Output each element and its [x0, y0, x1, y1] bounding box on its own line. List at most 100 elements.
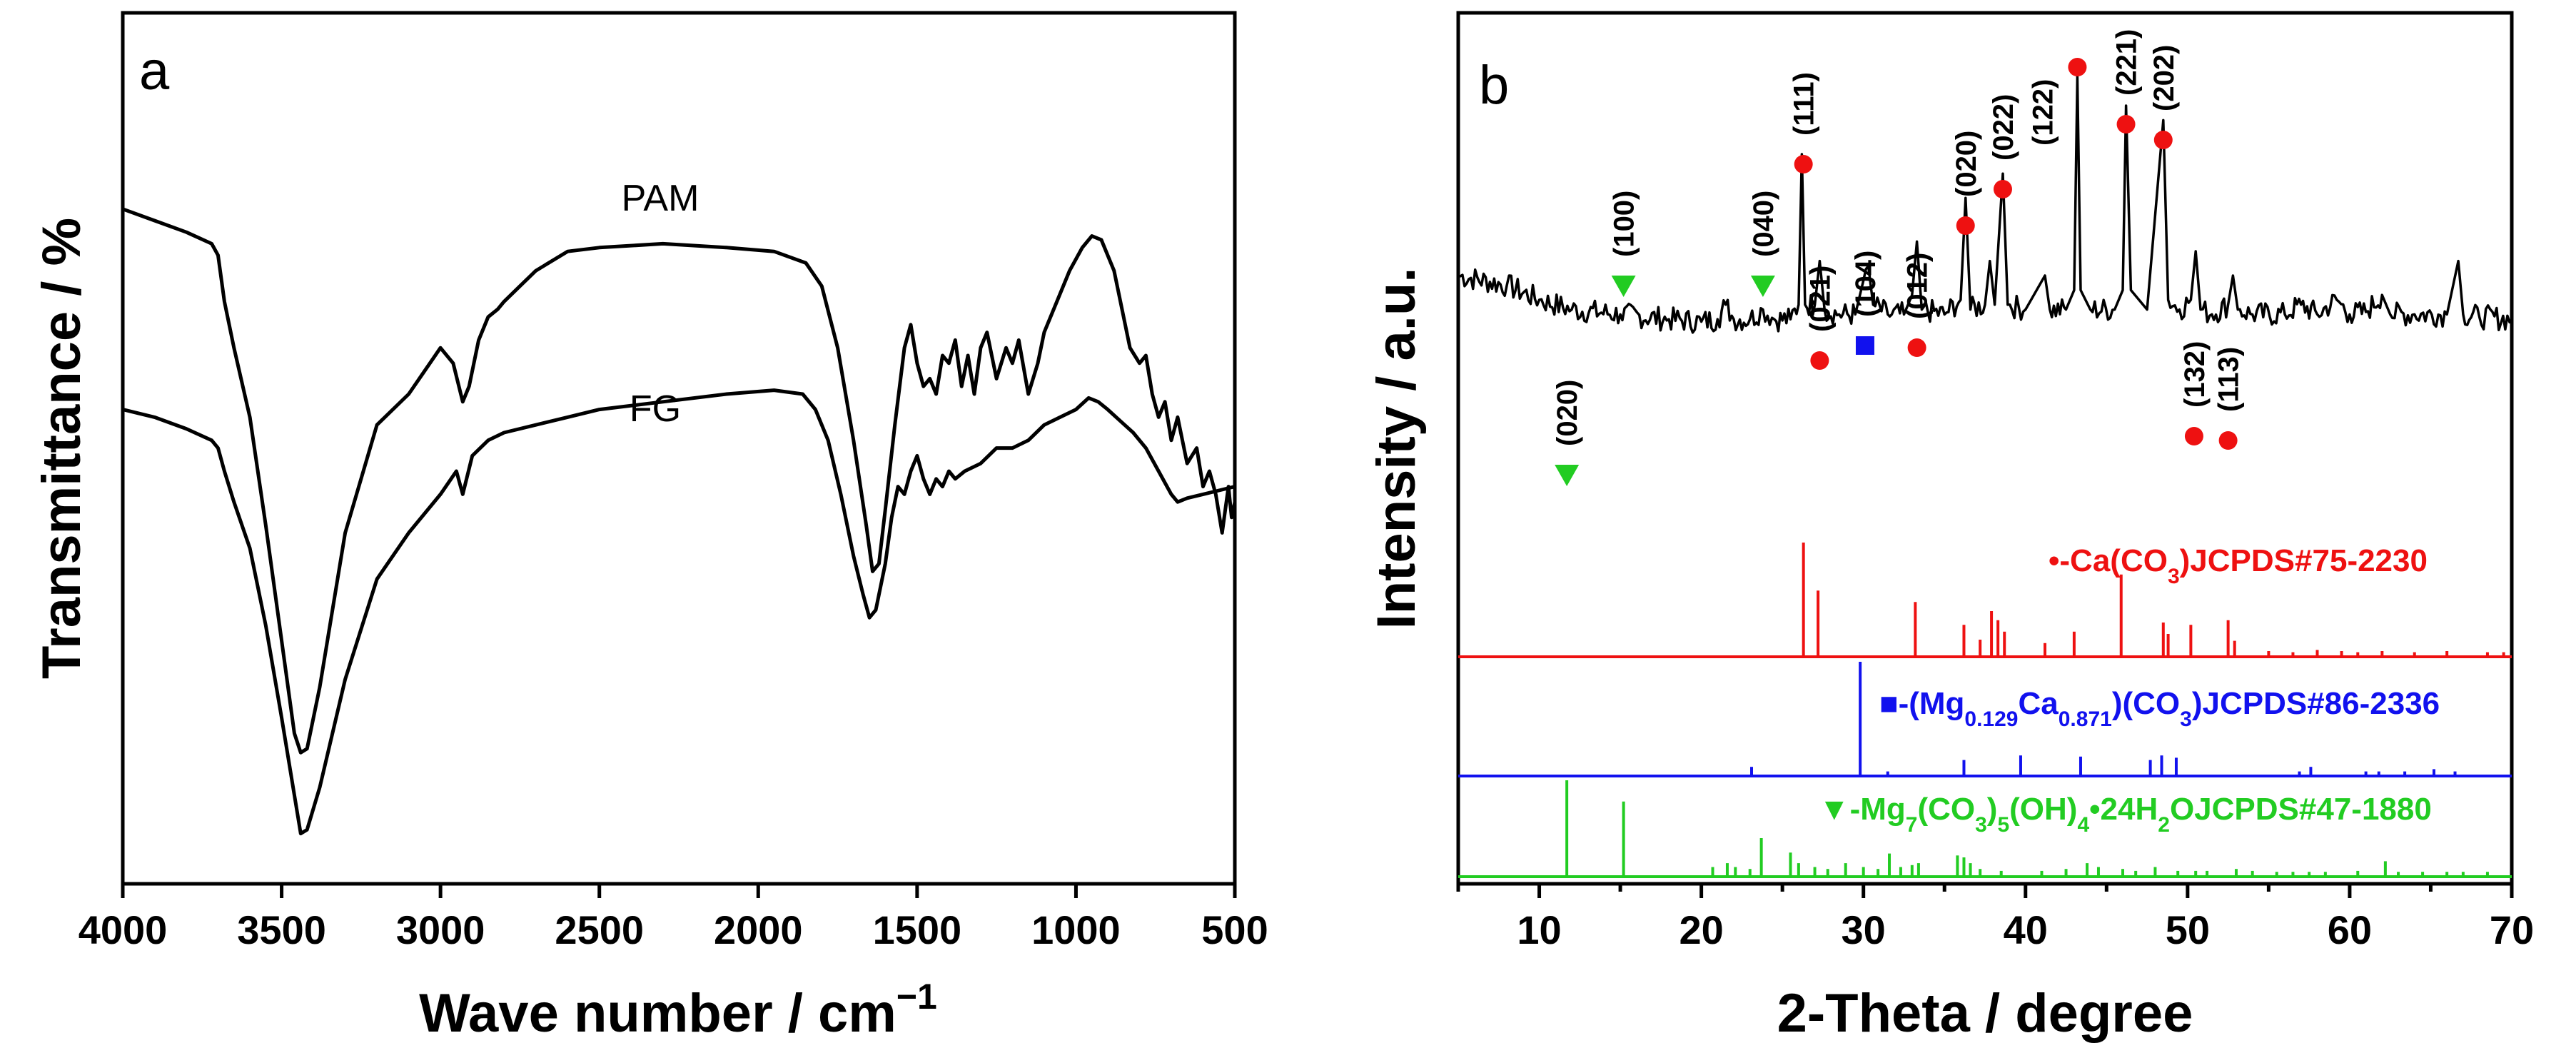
- reference-legend-text: (CO: [1917, 792, 1975, 827]
- panel-a-x-tick-label: 2000: [714, 907, 803, 952]
- panel-a-x-axis-title-sup: −1: [896, 977, 937, 1017]
- peak-annotation: (020): [1951, 131, 1982, 235]
- peak-marker-circle: [2184, 427, 2203, 445]
- reference-legend-text: OJCPDS#47-1880: [2170, 792, 2432, 827]
- peak-hkl-label: (104): [1850, 251, 1882, 317]
- peak-annotation: (012): [1902, 253, 1934, 357]
- peak-annotation: (111): [1789, 72, 1820, 173]
- reference-legend-text: 0.129: [1964, 707, 2018, 731]
- curve-label-fg: FG: [630, 388, 681, 430]
- reference-legend-text: 3: [1975, 813, 1987, 837]
- reference-legend-text: -(Mg: [1899, 686, 1965, 721]
- panel-a-x-axis-title-main: Wave number / cm: [419, 983, 896, 1044]
- peak-hkl-label: (020): [1552, 380, 1583, 446]
- reference-legend-3: ▼-Mg7(CO3)5(OH)4•24H2OJCPDS#47-1880: [1819, 792, 2432, 837]
- panel-a-x-tick-label: 3000: [396, 907, 485, 952]
- reference-legend-text: 3: [2168, 565, 2180, 588]
- panel-a-x-tick-label: 500: [1201, 907, 1268, 952]
- reference-legend-text: )JCPDS#86-2336: [2192, 686, 2440, 721]
- panel-b-x-tick-label: 50: [2166, 907, 2210, 952]
- panel-b-x-tick-label: 70: [2490, 907, 2534, 952]
- peak-hkl-label: (012): [1902, 253, 1934, 319]
- panel-a-x-tick-label: 3500: [237, 907, 326, 952]
- reference-legend-text: )(CO: [2112, 686, 2180, 721]
- peak-annotation: (100): [1609, 191, 1640, 297]
- panel-b-measured-pattern: [1458, 75, 2513, 334]
- panel-b-x-ticks: 10 20 30 40 50 60 70: [1456, 884, 2534, 952]
- peak-hkl-label: (021): [1804, 266, 1836, 332]
- panel-b-x-tick-label: 60: [2328, 907, 2372, 952]
- peak-marker-circle: [2116, 115, 2136, 133]
- panel-b-peak-annotations: (020) (100) (040) (111) (021) (104) (012) (020)…: [1552, 29, 2245, 486]
- reference-legend-text: 4: [2077, 813, 2089, 837]
- reference-legend-1: •-Ca(CO3)JCPDS#75-2230: [2049, 543, 2428, 588]
- peak-hkl-label: (020): [1951, 131, 1982, 197]
- peak-marker-circle: [1810, 351, 1829, 370]
- panel-b-x-tick-label: 10: [1517, 907, 1561, 952]
- reference-legend-text: 5: [1997, 813, 2009, 837]
- peak-annotation: (122): [2027, 58, 2087, 146]
- peak-hkl-label: (022): [1988, 94, 2019, 161]
- panel-b-x-tick-label: 40: [2004, 907, 2048, 952]
- peak-annotation: (221): [2111, 29, 2143, 133]
- peak-marker-square: [1855, 336, 1874, 355]
- peak-marker-triangle: [1750, 276, 1775, 297]
- panel-a-x-tick-label: 1000: [1031, 907, 1121, 952]
- panel-a-frame: [121, 11, 1237, 886]
- peak-hkl-label: (113): [2213, 347, 2245, 412]
- ftir-curve-pam: [122, 207, 1237, 755]
- peak-annotation: (104): [1850, 251, 1882, 355]
- panel-a-y-axis-title: Transmittance / %: [31, 218, 92, 679]
- panel-b-frame: [1456, 11, 2514, 886]
- reference-legend-text: (OH): [2009, 792, 2077, 827]
- panel-b-reference-legends: •-Ca(CO3)JCPDS#75-2230■-(Mg0.129Ca0.871)…: [1819, 543, 2440, 837]
- peak-annotation: (113): [2213, 347, 2245, 450]
- peak-hkl-label: (040): [1748, 191, 1779, 257]
- panel-b-x-tick-label: 20: [1679, 907, 1723, 952]
- peak-marker-triangle: [1555, 465, 1580, 486]
- panel-b-x-tick-label: 30: [1842, 907, 1886, 952]
- reference-legend-text: ): [1987, 792, 1998, 827]
- peak-hkl-label: (132): [2179, 341, 2211, 408]
- reference-legend-text: -Ca(CO: [2059, 543, 2168, 578]
- reference-legend-text: 2: [2158, 813, 2170, 837]
- panel-b-reference-patterns: [1458, 543, 2512, 878]
- peak-marker-circle: [1956, 216, 1975, 235]
- ftir-curve-fg: [122, 388, 1236, 836]
- panel-b-xrd: b (020)(100) (040)(111)(021) (104) (012)(02…: [1366, 11, 2534, 1044]
- peak-annotation: (020): [1552, 380, 1583, 486]
- peak-marker-circle: [2153, 131, 2173, 149]
- reference-legend-marker: ■: [1879, 686, 1899, 721]
- reference-legend-text: 3: [2180, 707, 2192, 731]
- panel-a-x-tick-label: 1500: [873, 907, 962, 952]
- reference-legend-marker: ▼: [1819, 792, 1850, 827]
- reference-legend-marker: •: [2049, 543, 2059, 578]
- reference-legend-text: Ca: [2019, 686, 2059, 721]
- reference-legend-text: 0.871: [2059, 707, 2112, 731]
- panel-a-ftir: a 4000 3500 3000 2500 2000 1500 1000 500 PAM FG…: [31, 11, 1268, 1044]
- panel-a-x-axis-title: Wave number / cm−1: [419, 977, 937, 1044]
- curve-label-pam: PAM: [622, 178, 699, 219]
- peak-marker-circle: [1907, 338, 1926, 357]
- peak-annotation: (022): [1988, 94, 2019, 198]
- peak-marker-circle: [1993, 180, 2012, 198]
- panel-a-x-ticks: 4000 3500 3000 2500 2000 1500 1000 500: [79, 884, 1268, 952]
- peak-annotation: (202): [2148, 45, 2180, 149]
- reference-legend-2: ■-(Mg0.129Ca0.871)(CO3)JCPDS#86-2336: [1879, 686, 2440, 731]
- panel-b-label: b: [1479, 55, 1509, 116]
- peak-marker-circle: [1794, 155, 1813, 173]
- peak-marker-circle: [2068, 58, 2087, 76]
- panel-b-y-axis-title: Intensity / a.u.: [1366, 268, 1427, 630]
- peak-hkl-label: (111): [1789, 72, 1820, 136]
- peak-hkl-label: (100): [1609, 191, 1640, 257]
- peak-hkl-label: (122): [2027, 79, 2059, 146]
- panel-a-label: a: [139, 41, 170, 101]
- reference-pattern-1: [1458, 543, 2512, 658]
- peak-marker-circle: [2218, 431, 2238, 450]
- panel-a-x-tick-label: 4000: [79, 907, 168, 952]
- reference-legend-text: )JCPDS#75-2230: [2180, 543, 2428, 578]
- reference-pattern-3: [1458, 780, 2512, 878]
- reference-pattern-2: [1458, 662, 2512, 777]
- reference-legend-text: •24H: [2089, 792, 2158, 827]
- xrd-measured-curve: [1458, 75, 2513, 334]
